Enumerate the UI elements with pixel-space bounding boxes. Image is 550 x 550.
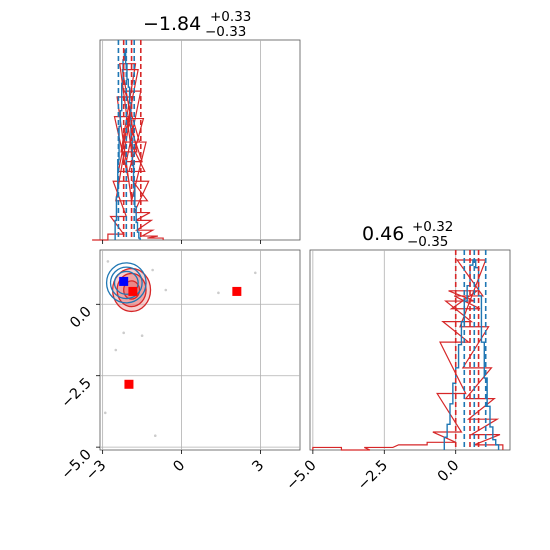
scatter-point [253, 271, 257, 275]
histograms [92, 49, 504, 451]
scatter-point [140, 334, 144, 338]
title-param1-minus: −0.33 [205, 24, 246, 40]
scatter-point [217, 291, 220, 295]
markers [119, 276, 242, 389]
grid-lines [100, 40, 457, 450]
scatter-points [103, 260, 257, 438]
marker-red-2 [124, 379, 134, 389]
title-param2-minus: −0.35 [407, 234, 448, 250]
scatter-point [106, 260, 110, 263]
tick-label-param2-y: 0.0 [67, 304, 95, 332]
title-param2-value: 0.46 [362, 223, 404, 245]
title-param1: −1.84 +0.33 −0.33 [143, 9, 251, 40]
tick-label-param2-y: −2.5 [59, 375, 95, 411]
title-param2-plus: +0.32 [412, 219, 453, 235]
marker-blue [119, 276, 129, 286]
contour-blue-1 [109, 266, 143, 300]
scatter-point [122, 331, 125, 335]
scatter-point [153, 434, 157, 438]
panel-hist-param2-frame [309, 249, 511, 451]
tick-label-param2-x: −2.5 [355, 458, 391, 494]
hist-param1-blue [114, 49, 141, 240]
title-param1-plus: +0.33 [210, 9, 251, 25]
quantile-lines [117, 40, 487, 450]
tick-label-param1: 3 [250, 458, 268, 476]
scatter-point [164, 288, 168, 292]
hist-param2-blue [443, 259, 500, 450]
hist-param2-red [312, 259, 504, 451]
marker-red-1 [232, 286, 242, 296]
tick-label-param1: 0 [171, 458, 189, 476]
tick-label-param2-x: −5.0 [283, 458, 319, 494]
marker-red-0 [128, 286, 138, 296]
scatter-point [114, 348, 118, 352]
tick-label-param2-x: 0.0 [435, 458, 463, 486]
title-param1-value: −1.84 [143, 13, 201, 35]
contour-blue-0 [113, 270, 139, 295]
scatter-point [103, 411, 107, 415]
title-param2: 0.46 +0.32 −0.35 [362, 219, 453, 250]
contour-blue-2 [105, 262, 147, 304]
panel-hist-param1-frame [99, 39, 301, 241]
scatter-point [151, 268, 154, 272]
